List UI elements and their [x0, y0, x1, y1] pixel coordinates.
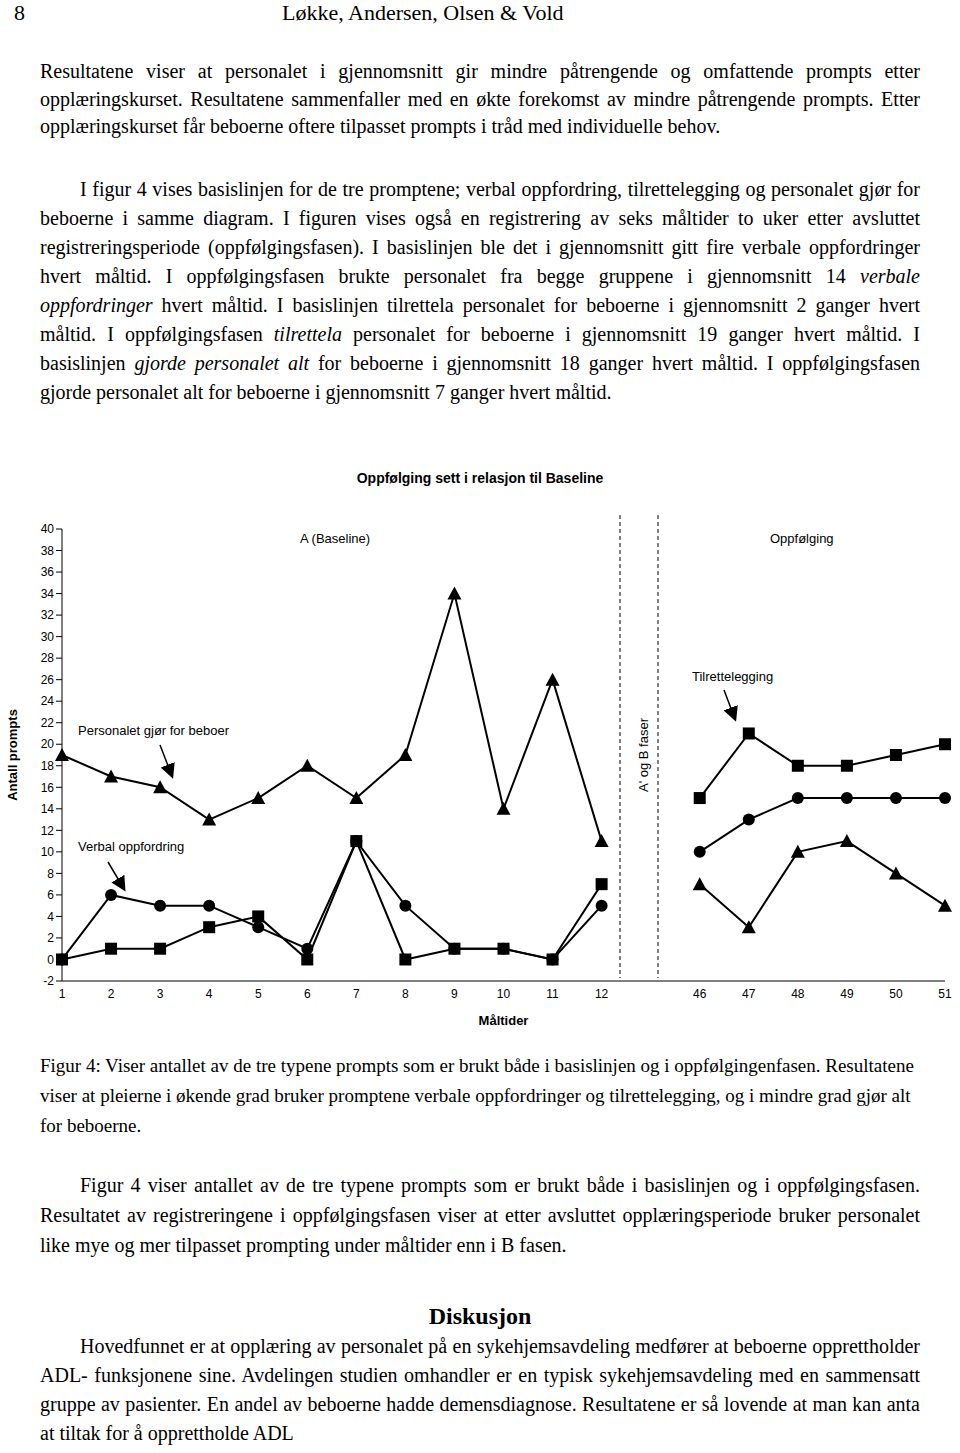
svg-text:26: 26 [41, 673, 55, 687]
svg-text:2: 2 [108, 987, 115, 1001]
svg-text:6: 6 [304, 987, 311, 1001]
svg-text:8: 8 [402, 987, 409, 1001]
html-text:Resultatene viser at personale: Resultatene viser at personalet i gjenno… [40, 60, 920, 138]
svg-text:Måltider: Måltider [479, 1013, 529, 1028]
html-text:Hovedfunnet er at opplæring av: Hovedfunnet er at opplæring av personale… [40, 1335, 920, 1444]
svg-text:6: 6 [47, 888, 54, 902]
svg-text:1: 1 [59, 987, 66, 1001]
svg-text:38: 38 [41, 544, 55, 558]
svg-text:22: 22 [41, 716, 55, 730]
svg-text:36: 36 [41, 565, 55, 579]
svg-text:18: 18 [41, 759, 55, 773]
html-text:Diskusjon: Diskusjon [428, 1303, 532, 1329]
svg-text:47: 47 [742, 987, 756, 1001]
html-text:Figur 4 viser antallet av de t: Figur 4 viser antallet av de tre typene … [40, 1174, 920, 1256]
svg-text:10: 10 [41, 845, 55, 859]
svg-text:10: 10 [497, 987, 511, 1001]
svg-text:8: 8 [47, 867, 54, 881]
svg-text:5: 5 [255, 987, 262, 1001]
svg-text:28: 28 [41, 651, 55, 665]
svg-text:-2: -2 [43, 974, 54, 988]
html-text:I figur 4 vises basislinjen fo: I figur 4 vises basislinjen for de tre p… [40, 178, 920, 403]
svg-text:32: 32 [41, 608, 55, 622]
svg-text:A (Baseline): A (Baseline) [300, 531, 370, 546]
svg-text:0: 0 [47, 953, 54, 967]
svg-text:16: 16 [41, 781, 55, 795]
svg-text:12: 12 [41, 824, 55, 838]
svg-text:4: 4 [206, 987, 213, 1001]
svg-text:14: 14 [41, 802, 55, 816]
svg-text:30: 30 [41, 630, 55, 644]
svg-text:48: 48 [791, 987, 805, 1001]
svg-text:20: 20 [41, 737, 55, 751]
svg-text:Antall prompts: Antall prompts [8, 709, 20, 801]
svg-text:49: 49 [840, 987, 854, 1001]
svg-text:A' og B faser: A' og B faser [636, 717, 651, 792]
svg-text:24: 24 [41, 694, 55, 708]
svg-text:50: 50 [889, 987, 903, 1001]
svg-text:12: 12 [595, 987, 609, 1001]
svg-text:34: 34 [41, 587, 55, 601]
svg-text:46: 46 [693, 987, 707, 1001]
svg-text:9: 9 [451, 987, 458, 1001]
svg-text:51: 51 [938, 987, 952, 1001]
svg-text:Verbal oppfordring: Verbal oppfordring [78, 839, 184, 854]
svg-text:Tilrettelegging: Tilrettelegging [692, 669, 773, 684]
svg-text:11: 11 [546, 987, 559, 1001]
svg-text:4: 4 [47, 910, 54, 924]
html-text:8: 8 [14, 0, 25, 25]
html-text:Oppfølging sett i relasjon til: Oppfølging sett i relasjon til Baseline [356, 470, 604, 486]
svg-text:Oppfølging: Oppfølging [770, 531, 834, 546]
svg-text:2: 2 [47, 931, 54, 945]
html-text:Løkke, Andersen, Olsen & Vold: Løkke, Andersen, Olsen & Vold [282, 0, 564, 25]
html-text:Figur 4: Viser antallet av de: Figur 4: Viser antallet av de tre typene… [40, 1055, 914, 1136]
svg-text:40: 40 [41, 522, 55, 536]
svg-text:7: 7 [353, 987, 360, 1001]
svg-text:Personalet gjør for beboer: Personalet gjør for beboer [78, 723, 230, 738]
svg-text:3: 3 [157, 987, 164, 1001]
